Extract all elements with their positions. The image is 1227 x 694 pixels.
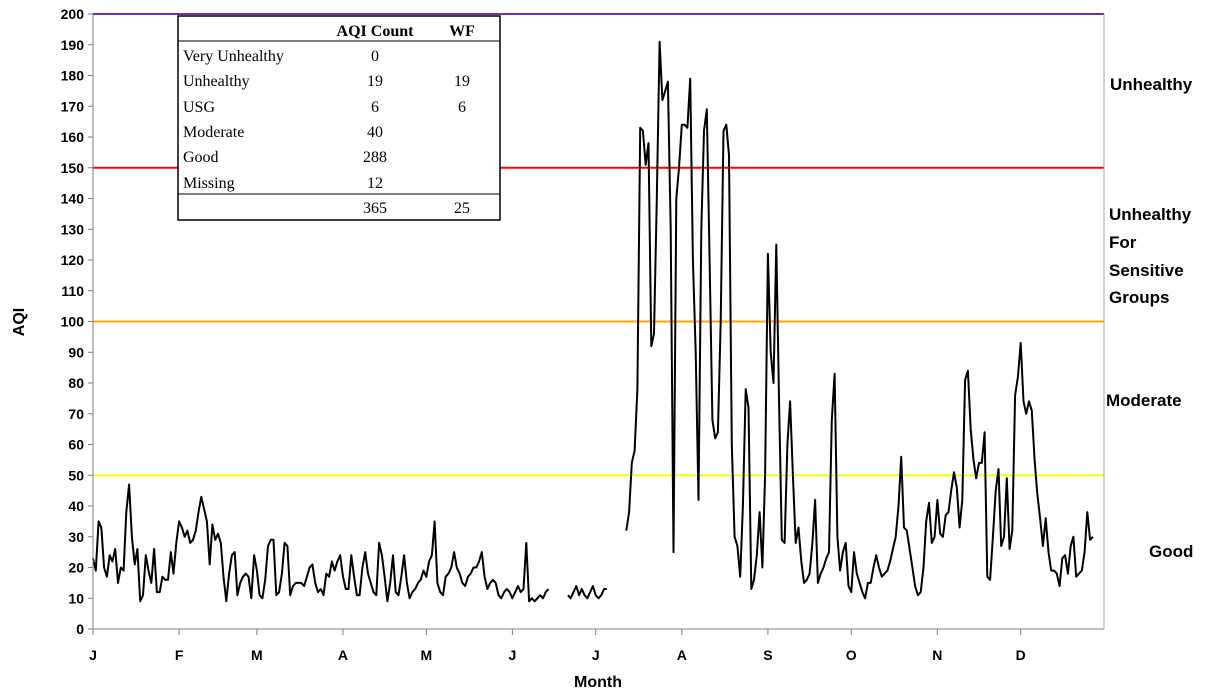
category-label: Unhealthy: [1109, 205, 1192, 224]
y-tick-label: 190: [61, 37, 85, 53]
x-tick-label: A: [677, 647, 687, 663]
y-tick-label: 70: [68, 406, 84, 422]
x-tick-label: J: [89, 647, 97, 663]
table-row-label: USG: [183, 99, 215, 116]
y-tick-label: 200: [61, 6, 85, 22]
x-tick-label: F: [175, 647, 184, 663]
x-tick-label: D: [1016, 647, 1026, 663]
y-tick-label: 110: [61, 283, 84, 299]
x-tick-label: O: [846, 647, 857, 663]
y-tick-label: 50: [68, 467, 84, 483]
y-tick-label: 170: [61, 98, 85, 114]
x-tick-label: J: [508, 647, 516, 663]
y-tick-label: 60: [68, 437, 84, 453]
x-tick-label: M: [420, 647, 432, 663]
category-label: Unhealthy: [1110, 75, 1193, 94]
table-row-wf: 6: [458, 99, 466, 116]
y-tick-label: 120: [61, 252, 85, 268]
y-tick-label: 100: [61, 314, 85, 330]
table-row-wf: 19: [454, 73, 470, 90]
table-row-label: Very Unhealthy: [183, 48, 284, 65]
y-tick-label: 90: [68, 344, 84, 360]
table-row-label: Missing: [183, 175, 235, 192]
y-tick-label: 10: [68, 590, 84, 606]
y-axis-title: AQI: [11, 308, 28, 336]
category-label: For: [1109, 233, 1137, 252]
y-tick-label: 20: [68, 560, 84, 576]
table-header-count: AQI Count: [337, 23, 415, 40]
y-tick-label: 160: [61, 129, 85, 145]
table-row-count: 19: [367, 73, 383, 90]
y-tick-labels: 0 10 20 30 40 50 60 70 80 90 100 110 120 130 140 150 160…: [61, 6, 85, 637]
table-row-label: Moderate: [183, 124, 244, 141]
y-tick-label: 180: [61, 68, 85, 84]
table-row-count: 288: [363, 149, 387, 166]
category-label: Good: [1149, 542, 1193, 561]
table-row-count: 12: [367, 175, 383, 192]
x-tick-label: J: [592, 647, 600, 663]
y-tick-label: 150: [61, 160, 85, 176]
table-row-count: 40: [367, 124, 383, 141]
y-tick-label: 40: [68, 498, 84, 514]
y-tick-label: 130: [61, 221, 85, 237]
table-row-count: 0: [371, 48, 379, 65]
category-labels: Unhealthy Unhealthy For Sensitive Groups Mode…: [1106, 75, 1193, 561]
category-label: Moderate: [1106, 391, 1182, 410]
aqi-count-table: AQI Count WF Very Unhealthy 0 Unhealthy 19 19 U…: [178, 16, 500, 220]
y-tick-label: 0: [76, 621, 84, 637]
table-row-label: Unhealthy: [183, 73, 250, 90]
table-total-wf: 25: [454, 200, 470, 217]
table-row-count: 6: [371, 99, 379, 116]
table-row-label: Good: [183, 149, 219, 166]
x-tick-label: N: [932, 647, 942, 663]
y-tick-label: 30: [68, 529, 84, 545]
y-tick-label: 140: [61, 191, 85, 207]
table-header-wf: WF: [449, 23, 475, 40]
category-label: Groups: [1109, 288, 1169, 307]
table-total-count: 365: [363, 200, 387, 217]
x-tick-label: S: [763, 647, 772, 663]
x-tick-label: A: [338, 647, 348, 663]
x-axis-title: Month: [574, 674, 622, 691]
y-tick-label: 80: [68, 375, 84, 391]
x-tick-label: M: [251, 647, 263, 663]
category-label: Sensitive: [1109, 261, 1184, 280]
